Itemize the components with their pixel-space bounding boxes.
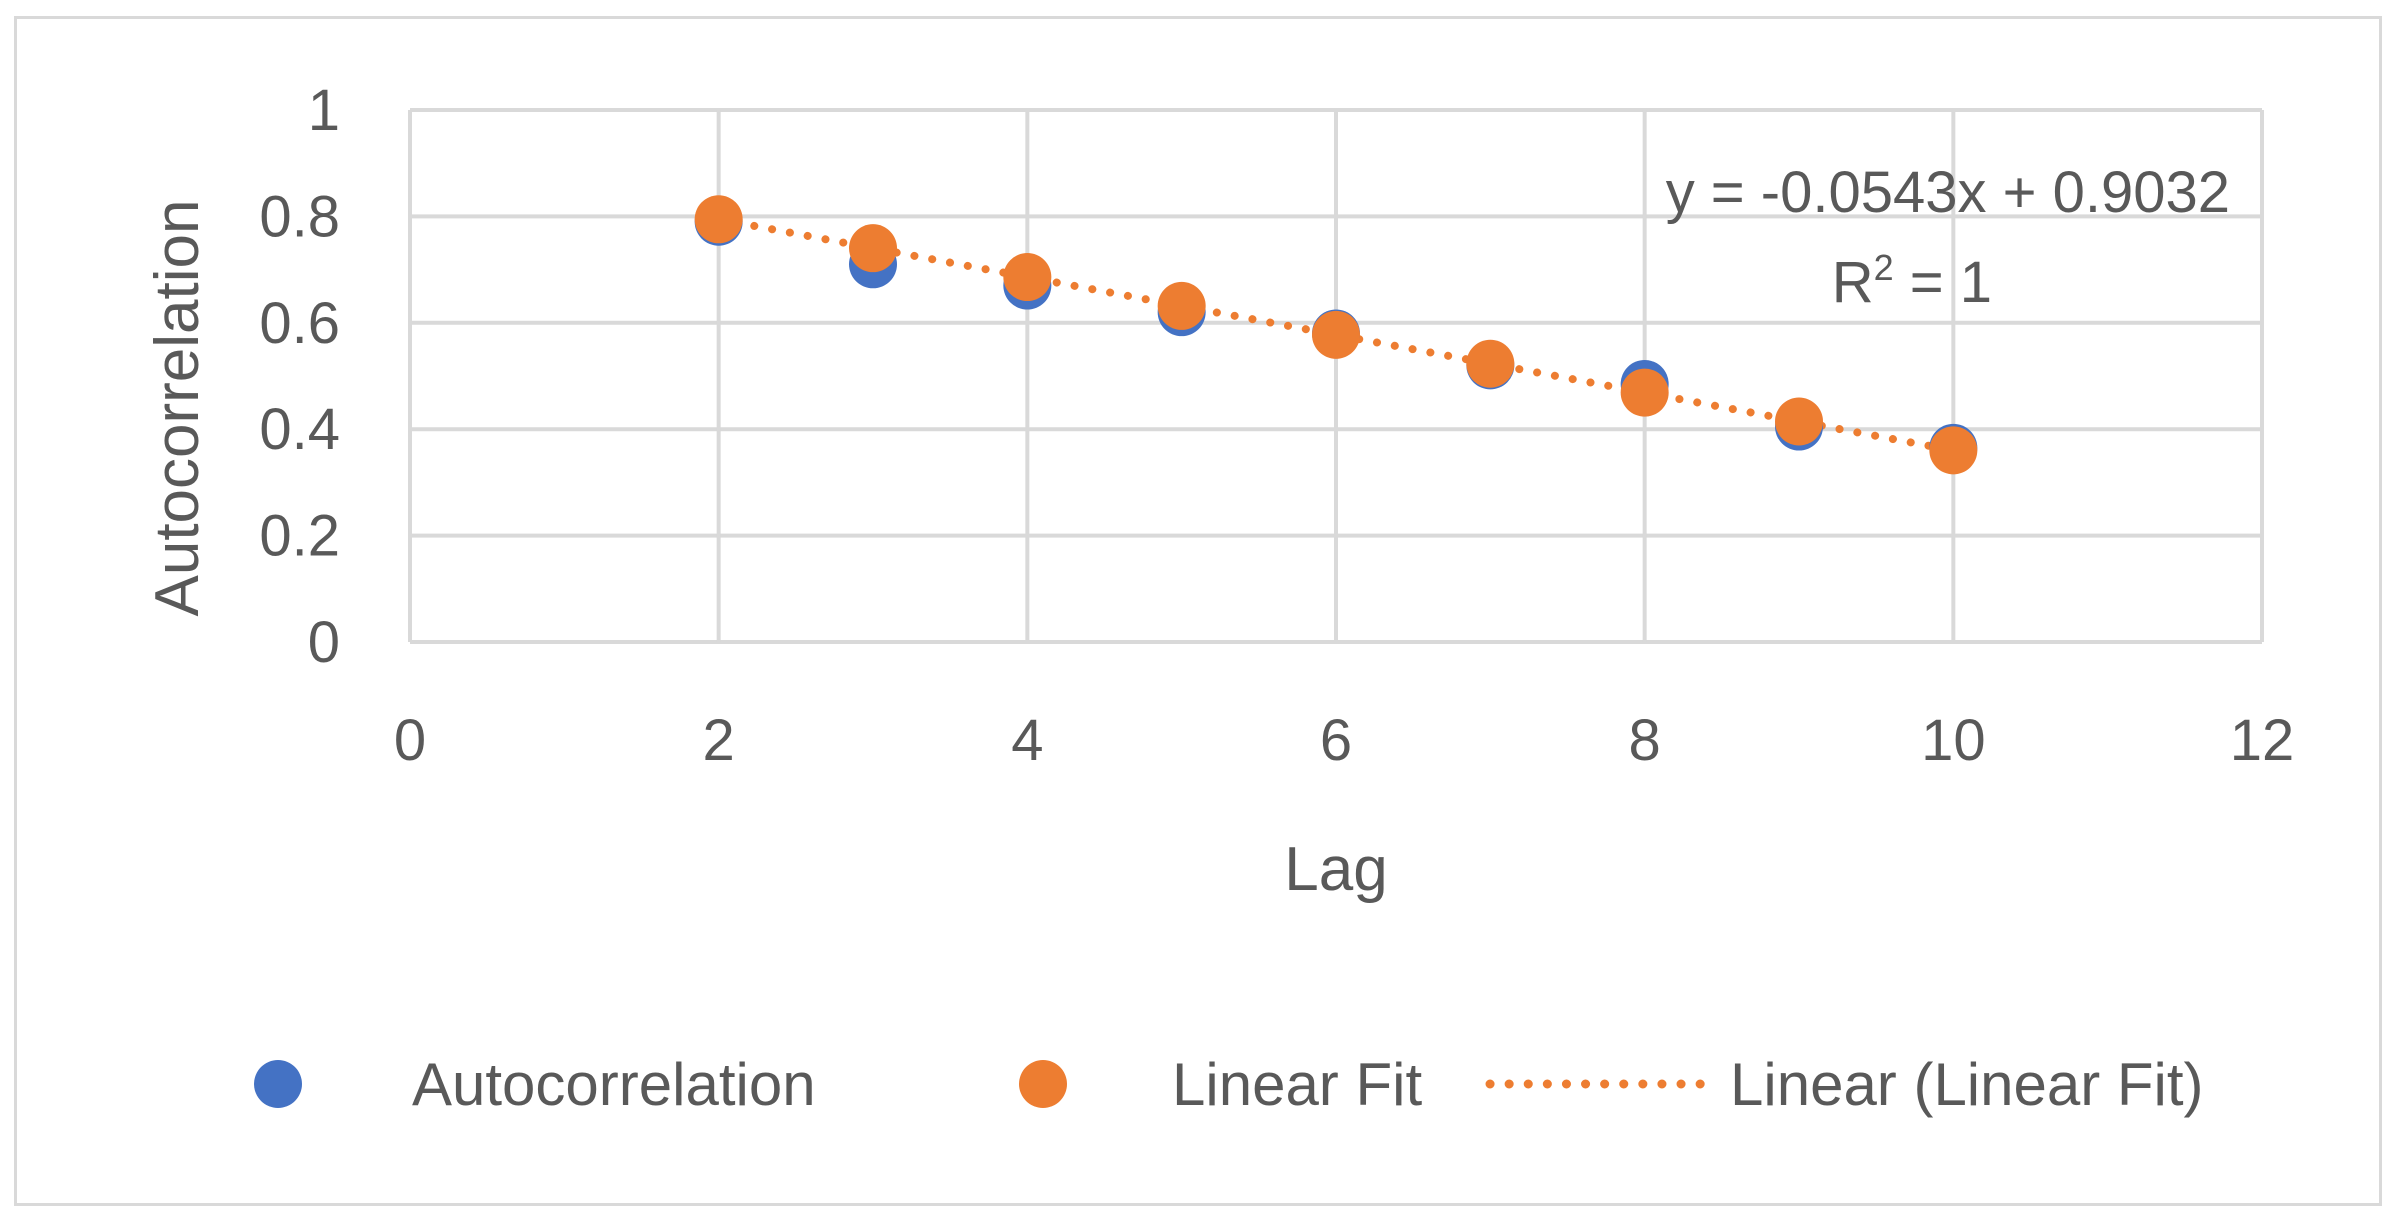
point-linear-fit xyxy=(1775,397,1823,446)
point-linear-fit xyxy=(1620,368,1669,417)
x-tick-label: 8 xyxy=(1629,708,1661,773)
x-tick-label: 2 xyxy=(703,708,735,773)
x-tick-label: 12 xyxy=(2230,708,2295,773)
y-axis-title: Autocorrelation xyxy=(143,199,212,616)
y-tick-label: 1 xyxy=(308,78,340,143)
x-tick-label: 10 xyxy=(1921,708,1986,773)
y-tick-label: 0 xyxy=(308,610,340,675)
point-linear-fit xyxy=(694,195,743,244)
x-tick-labels: 0 2 4 6 8 10 12 xyxy=(394,708,2294,773)
point-linear-fit xyxy=(1466,339,1515,388)
trendline-r-squared: R2 = 1 xyxy=(1832,247,1992,315)
data-points xyxy=(694,195,1978,475)
trendline xyxy=(714,215,1958,455)
point-linear-fit xyxy=(1929,426,1978,475)
y-tick-label: 0.4 xyxy=(259,397,340,462)
y-tick-label: 0.8 xyxy=(259,184,340,249)
chart-frame xyxy=(14,16,2382,1206)
legend-label-linear-fit: Linear Fit xyxy=(1172,1051,1422,1118)
point-linear-fit xyxy=(1312,310,1360,359)
point-linear-fit xyxy=(849,224,897,273)
legend-marker-linear-fit xyxy=(1019,1060,1067,1108)
x-tick-label: 0 xyxy=(394,708,426,773)
x-axis-title: Lag xyxy=(1284,835,1387,904)
point-linear-fit xyxy=(1157,281,1206,330)
y-tick-label: 0.2 xyxy=(259,504,340,569)
legend: Autocorrelation Linear Fit Linear (Linea… xyxy=(254,1051,2204,1118)
y-tick-labels: 0 0.2 0.4 0.6 0.8 1 xyxy=(259,78,340,675)
legend-label-autocorrelation: Autocorrelation xyxy=(412,1051,816,1118)
point-linear-fit xyxy=(1003,253,1052,302)
legend-label-trendline: Linear (Linear Fit) xyxy=(1730,1051,2204,1118)
legend-marker-autocorrelation xyxy=(254,1060,302,1108)
trendline-equation: y = -0.0543x + 0.9032 xyxy=(1666,160,2230,225)
x-tick-label: 4 xyxy=(1011,708,1043,773)
y-tick-label: 0.6 xyxy=(259,291,340,356)
x-tick-label: 6 xyxy=(1320,708,1352,773)
